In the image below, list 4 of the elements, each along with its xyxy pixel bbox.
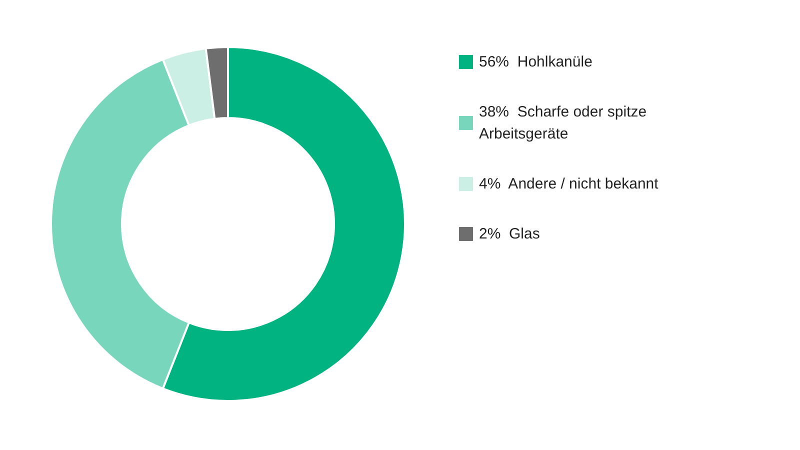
legend-label: 38% Scharfe oder spitze Arbeitsgeräte <box>479 104 651 142</box>
legend-label: 4% Andere / nicht bekannt <box>479 176 660 192</box>
legend-label: 2% Glas <box>479 226 540 242</box>
legend-label: 56% Hohlkanüle <box>479 54 592 70</box>
